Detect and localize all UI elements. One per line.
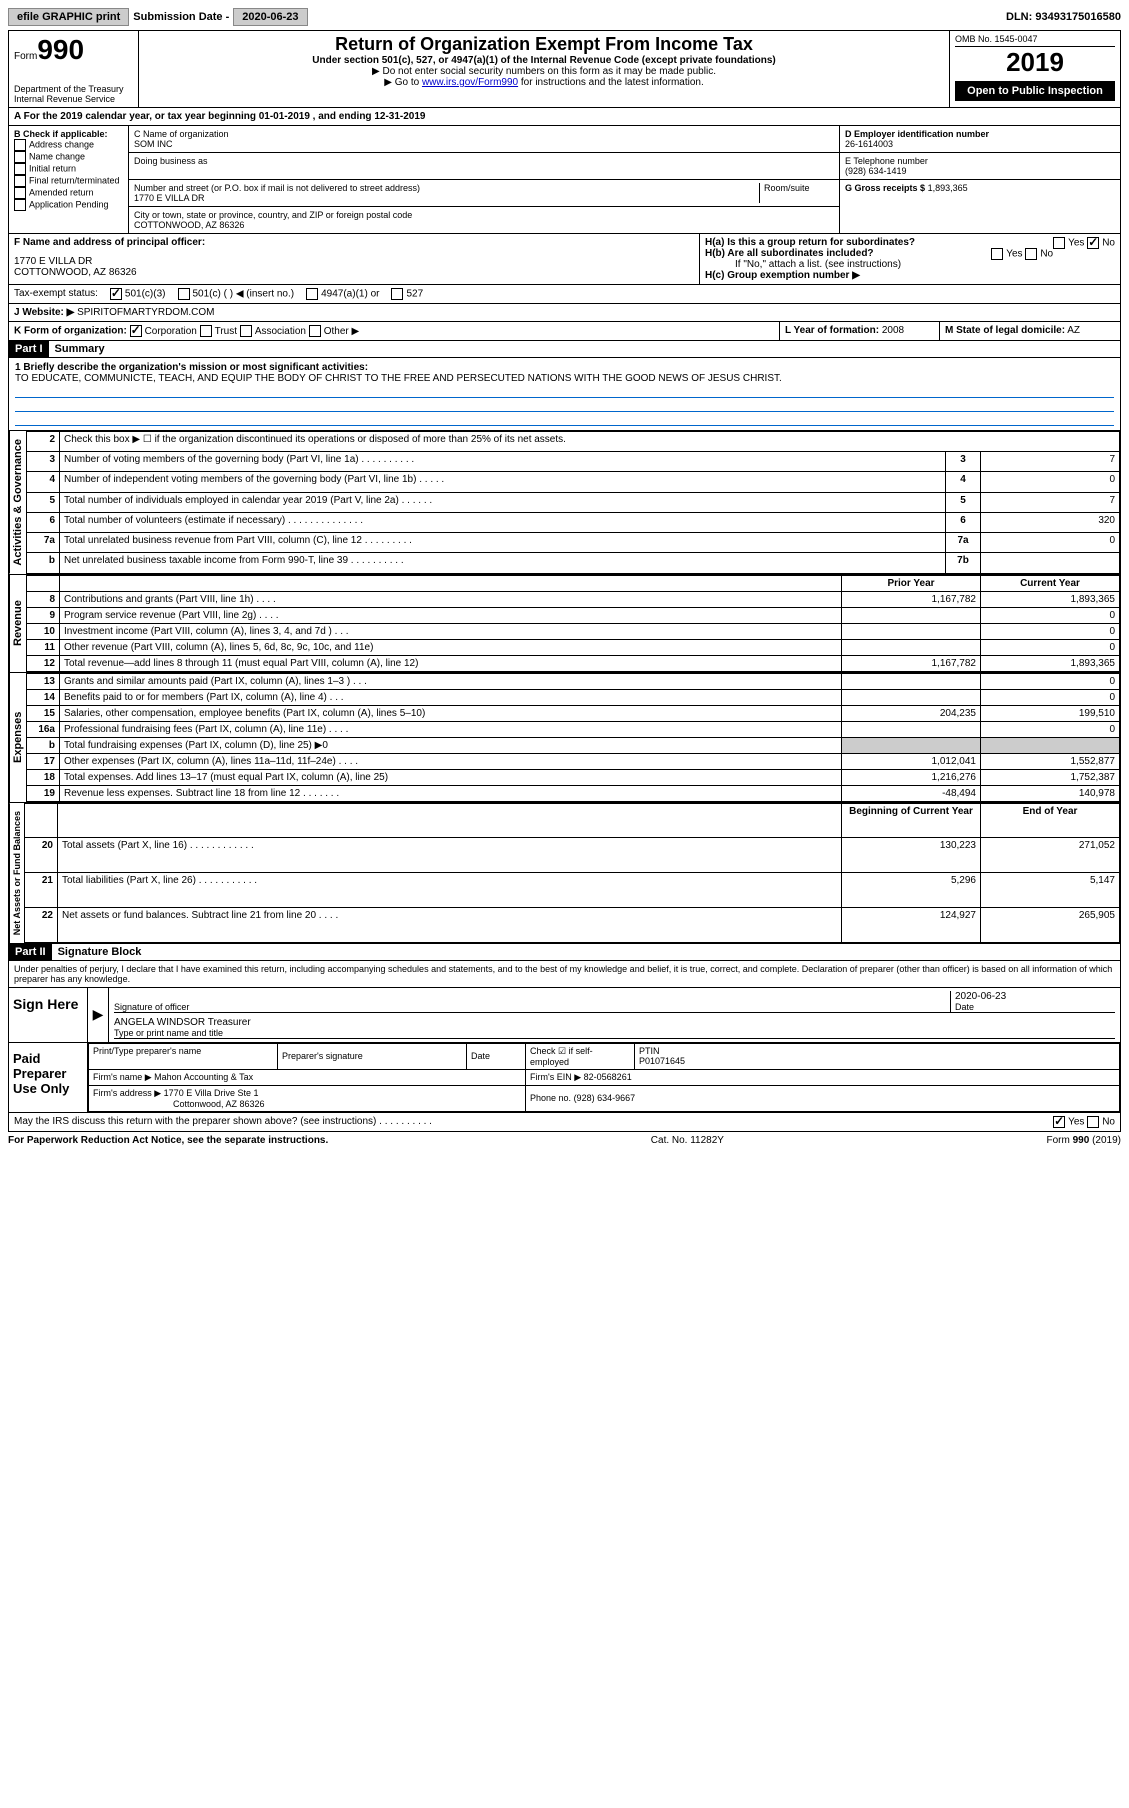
form-number-cell: Form990 Department of the Treasury Inter… — [9, 31, 139, 107]
part2-header: Part II Signature Block — [8, 944, 1121, 961]
form-label: Form — [1047, 1135, 1073, 1146]
checkbox-item[interactable]: Address change — [14, 139, 123, 151]
section-a: A For the 2019 calendar year, or tax yea… — [8, 108, 1121, 126]
year-cell: OMB No. 1545-0047 2019 Open to Public In… — [950, 31, 1120, 107]
checkbox-item[interactable]: Initial return — [14, 163, 123, 175]
dln: DLN: 93493175016580 — [1006, 11, 1121, 23]
title-cell: Return of Organization Exempt From Incom… — [139, 31, 950, 107]
section-deg: D Employer identification number 26-1614… — [840, 126, 1120, 233]
section-c: C Name of organization SOM INC Doing bus… — [129, 126, 840, 233]
section-b: B Check if applicable: Address changeNam… — [9, 126, 129, 233]
top-bar: efile GRAPHIC print Submission Date - 20… — [8, 8, 1121, 26]
efile-button[interactable]: efile GRAPHIC print — [8, 8, 129, 26]
checkbox-item[interactable]: Amended return — [14, 187, 123, 199]
governance-section: Activities & Governance 2Check this box … — [8, 431, 1121, 575]
mission-box: 1 Briefly describe the organization's mi… — [8, 358, 1121, 431]
checkbox-item[interactable]: Name change — [14, 151, 123, 163]
info-grid: B Check if applicable: Address changeNam… — [8, 126, 1121, 234]
part1-header: Part I Summary — [8, 341, 1121, 358]
tax-exempt-status: Tax-exempt status: 501(c)(3) 501(c) ( ) … — [8, 285, 1121, 304]
checkbox-item[interactable]: Final return/terminated — [14, 175, 123, 187]
discuss-row: May the IRS discuss this return with the… — [8, 1113, 1121, 1132]
submission-label: Submission Date - — [133, 11, 229, 23]
footer: For Paperwork Reduction Act Notice, see … — [8, 1132, 1121, 1149]
section-fh: F Name and address of principal officer:… — [8, 234, 1121, 285]
section-klm: K Form of organization: Corporation Trus… — [8, 322, 1121, 341]
section-j: J Website: ▶ SPIRITOFMARTYRDOM.COM — [8, 304, 1121, 322]
sign-here-block: Sign Here ▶ Signature of officer 2020-06… — [8, 988, 1121, 1043]
perjury-text: Under penalties of perjury, I declare th… — [8, 961, 1121, 988]
netassets-section: Net Assets or Fund Balances Beginning of… — [8, 803, 1121, 944]
submission-date: 2020-06-23 — [233, 8, 307, 26]
irs-link[interactable]: www.irs.gov/Form990 — [422, 77, 518, 88]
checkbox-item[interactable]: Application Pending — [14, 199, 123, 211]
revenue-section: Revenue Prior YearCurrent Year8Contribut… — [8, 575, 1121, 673]
expenses-section: Expenses 13Grants and similar amounts pa… — [8, 673, 1121, 803]
paid-preparer-block: Paid Preparer Use Only Print/Type prepar… — [8, 1043, 1121, 1113]
form-header: Form990 Department of the Treasury Inter… — [8, 30, 1121, 108]
